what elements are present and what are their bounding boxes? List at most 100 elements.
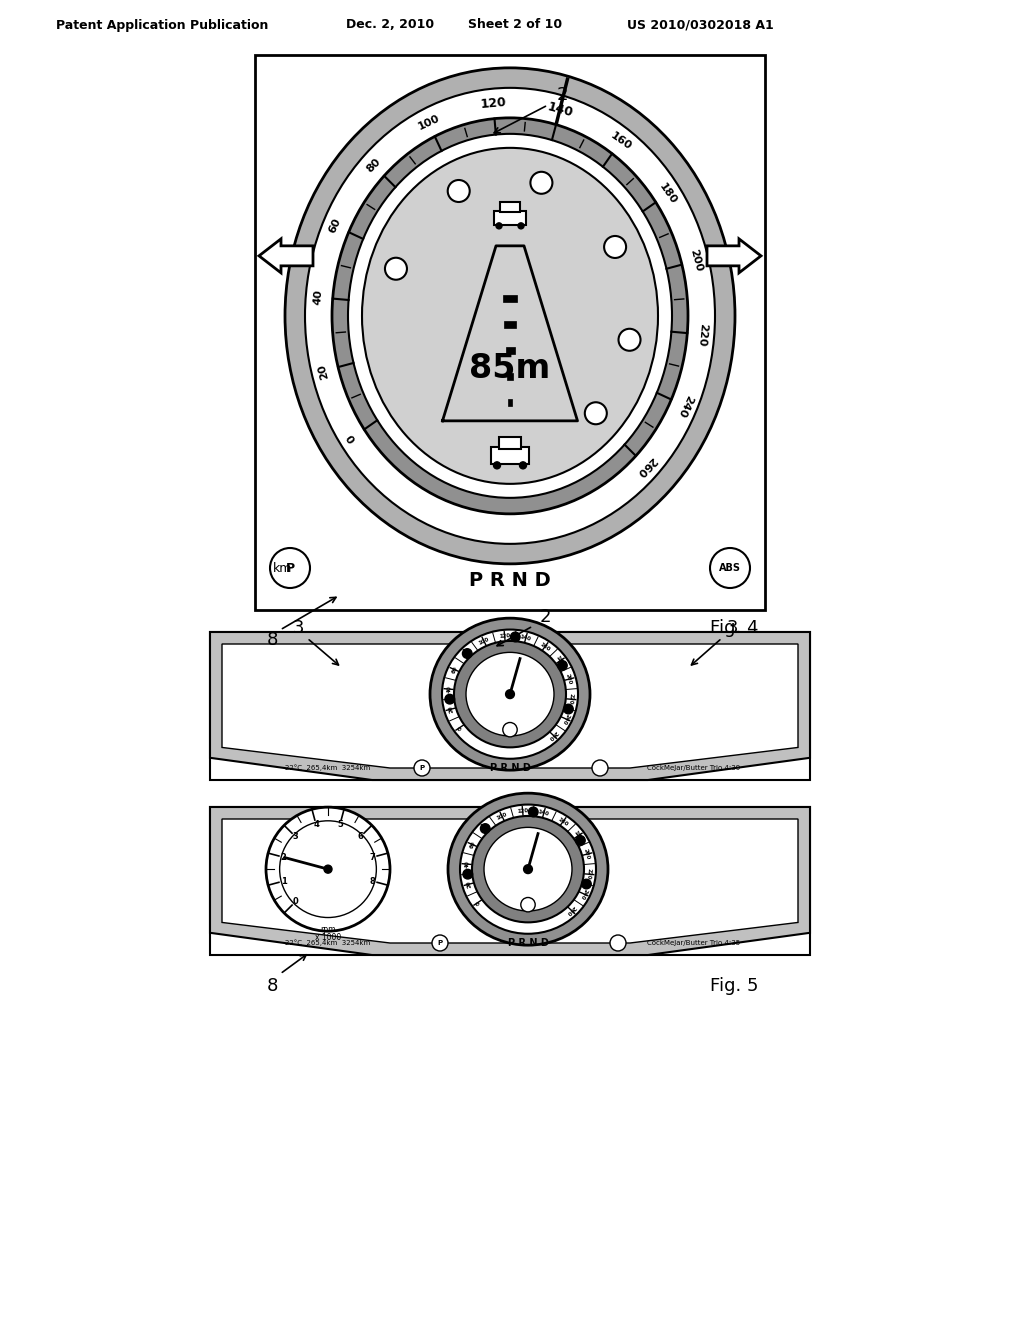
Text: Sheet 2 of 10: Sheet 2 of 10: [468, 18, 562, 32]
Text: 2: 2: [281, 853, 287, 862]
Circle shape: [511, 632, 520, 642]
Text: 85m: 85m: [469, 352, 551, 385]
Text: ABS: ABS: [719, 564, 741, 573]
Ellipse shape: [449, 793, 608, 945]
Ellipse shape: [348, 133, 672, 498]
Text: 140: 140: [538, 809, 550, 817]
Circle shape: [710, 548, 750, 587]
Text: 80: 80: [463, 648, 471, 657]
Text: 100: 100: [416, 114, 441, 132]
Text: 0: 0: [293, 898, 298, 907]
Circle shape: [575, 836, 585, 845]
Text: 160: 160: [608, 131, 633, 152]
Bar: [490, 447, 529, 465]
Bar: [210, 632, 810, 780]
Bar: [503, 294, 517, 302]
Text: 180: 180: [572, 830, 584, 842]
Ellipse shape: [466, 652, 554, 737]
Text: 22°C  265,4km  3254km: 22°C 265,4km 3254km: [285, 940, 371, 946]
Ellipse shape: [332, 117, 688, 513]
Text: P: P: [437, 940, 442, 946]
Ellipse shape: [460, 805, 596, 933]
Text: 220: 220: [567, 693, 573, 705]
Bar: [499, 437, 521, 449]
Text: 20: 20: [316, 362, 331, 380]
Text: 1: 1: [281, 876, 287, 886]
Circle shape: [445, 694, 455, 704]
Text: 180: 180: [555, 655, 565, 667]
FancyArrow shape: [259, 239, 313, 273]
Text: 260: 260: [548, 730, 559, 741]
Text: 120: 120: [517, 808, 528, 814]
Text: 3: 3: [293, 832, 298, 841]
Text: 260: 260: [635, 454, 658, 478]
Text: 40: 40: [465, 861, 470, 869]
Text: 160: 160: [539, 642, 551, 652]
Text: 2: 2: [556, 86, 567, 104]
Circle shape: [270, 548, 310, 587]
Text: rpm: rpm: [321, 924, 336, 933]
Circle shape: [518, 223, 524, 228]
Ellipse shape: [362, 148, 658, 484]
Text: Patent Application Publication: Patent Application Publication: [56, 18, 268, 32]
Text: 40: 40: [446, 685, 452, 693]
Circle shape: [432, 935, 449, 950]
Text: 3: 3: [292, 619, 304, 638]
Text: 200: 200: [688, 248, 705, 273]
Text: 22°C  265,4km  3254km: 22°C 265,4km 3254km: [285, 764, 371, 771]
Text: 60: 60: [451, 665, 459, 675]
Text: 120: 120: [479, 96, 507, 111]
Text: 20: 20: [447, 705, 455, 713]
Circle shape: [530, 172, 552, 194]
Circle shape: [463, 870, 472, 879]
Text: 80: 80: [365, 156, 383, 174]
Text: P R N D: P R N D: [508, 939, 549, 948]
Text: 8: 8: [266, 977, 278, 995]
Ellipse shape: [472, 816, 584, 923]
Bar: [255, 55, 765, 610]
Bar: [501, 202, 519, 213]
Circle shape: [414, 760, 430, 776]
Text: 4: 4: [313, 820, 319, 829]
Ellipse shape: [484, 828, 572, 911]
Bar: [494, 211, 526, 224]
Text: P: P: [420, 766, 425, 771]
Text: 40: 40: [312, 289, 324, 305]
Text: 220: 220: [696, 322, 709, 346]
Circle shape: [582, 879, 591, 888]
Circle shape: [523, 865, 532, 874]
Circle shape: [385, 257, 407, 280]
Text: 100: 100: [478, 638, 490, 647]
Bar: [508, 399, 512, 405]
Text: 180: 180: [657, 181, 679, 206]
Ellipse shape: [430, 618, 590, 770]
Text: 0: 0: [457, 725, 463, 730]
Text: 20: 20: [466, 880, 472, 888]
Text: 0: 0: [346, 432, 358, 444]
Polygon shape: [210, 807, 810, 954]
Text: 220: 220: [586, 869, 592, 880]
Polygon shape: [222, 644, 798, 768]
Circle shape: [592, 760, 608, 776]
Circle shape: [585, 403, 607, 424]
Text: 240: 240: [560, 713, 570, 725]
Text: P R N D: P R N D: [469, 570, 551, 590]
Text: P: P: [286, 561, 295, 574]
Text: 100: 100: [496, 812, 508, 821]
Circle shape: [563, 705, 573, 714]
Ellipse shape: [442, 630, 578, 759]
Polygon shape: [222, 818, 798, 942]
Text: 6: 6: [357, 832, 364, 841]
Text: 0: 0: [475, 899, 481, 906]
Text: 60: 60: [328, 216, 343, 235]
Circle shape: [503, 722, 517, 737]
Text: 200: 200: [565, 673, 572, 685]
Text: 140: 140: [546, 100, 574, 120]
Text: 8: 8: [266, 631, 278, 649]
Circle shape: [610, 935, 626, 950]
Circle shape: [528, 807, 538, 817]
Bar: [504, 321, 516, 327]
Circle shape: [521, 898, 536, 912]
Text: 160: 160: [557, 816, 569, 828]
Text: 240: 240: [676, 393, 694, 418]
